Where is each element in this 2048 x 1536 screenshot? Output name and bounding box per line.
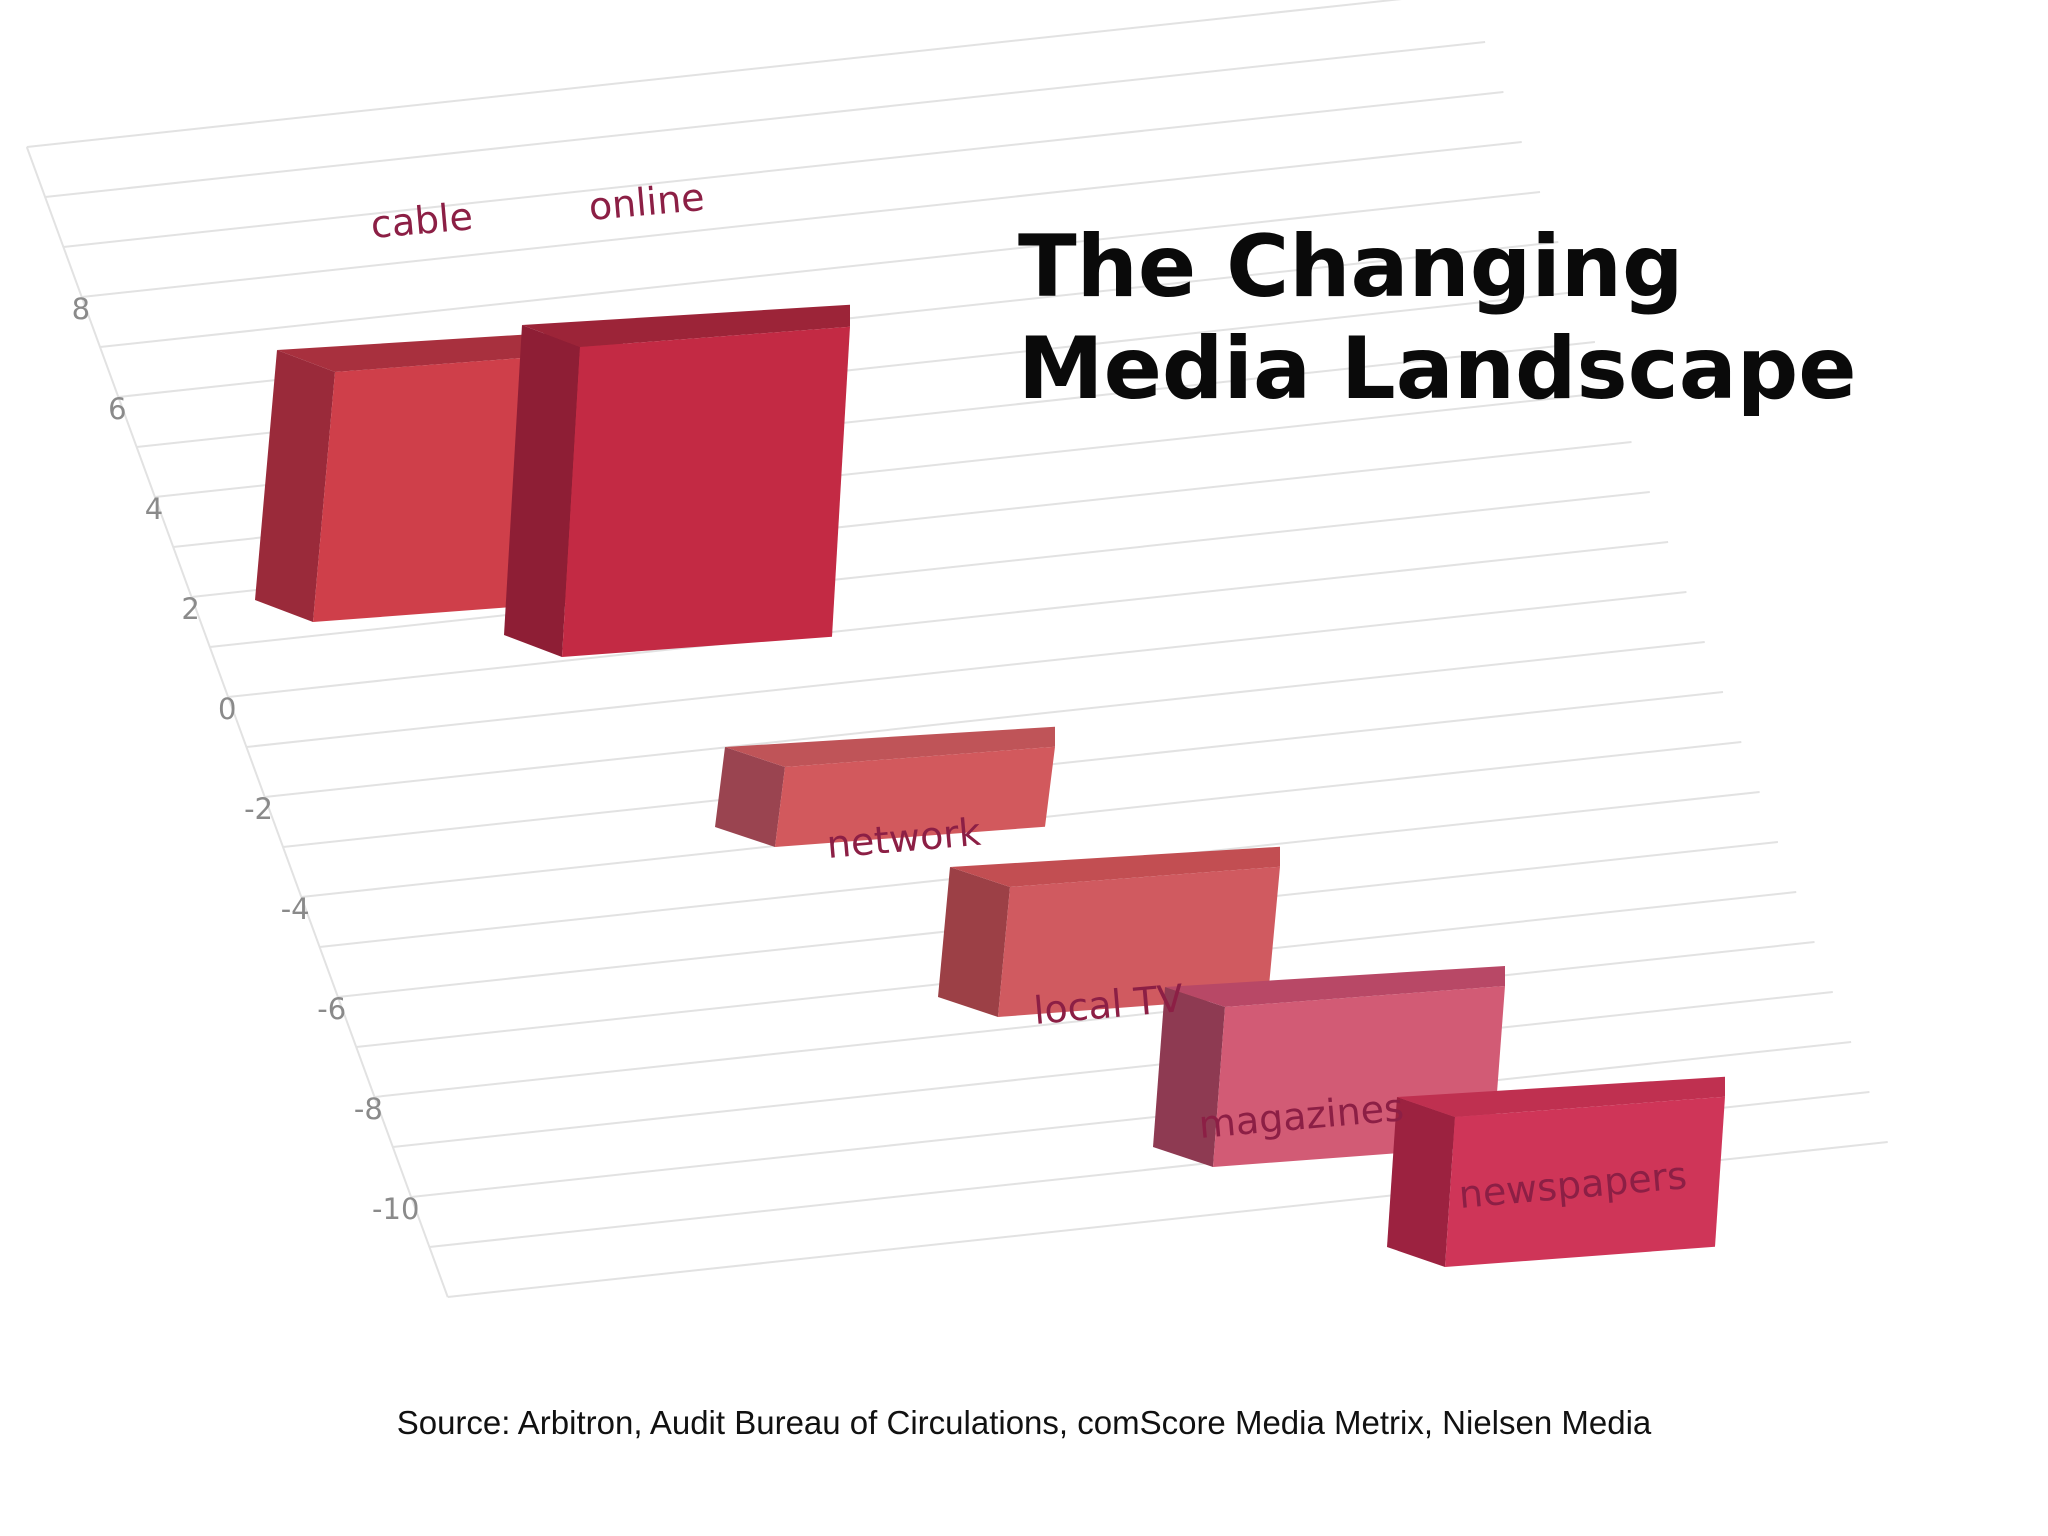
bar-side-face [255, 350, 335, 622]
gridline [26, 0, 1402, 148]
y-tick-label: 2 [181, 592, 199, 626]
bar-top-face [522, 304, 850, 347]
y-tick-label: -4 [281, 892, 310, 926]
gridline [63, 91, 1504, 248]
bar-layer [255, 304, 1725, 1267]
bar-online [504, 304, 850, 657]
gridline [228, 541, 1669, 698]
bar-side-face [504, 325, 580, 657]
source-note: Source: Arbitron, Audit Bureau of Circul… [396, 1404, 1652, 1441]
y-tick-label: -10 [372, 1192, 419, 1226]
bar-side-face [715, 747, 785, 847]
category-label: online [587, 175, 706, 229]
bar-top-face [725, 726, 1055, 767]
y-tick-label: 8 [72, 292, 90, 326]
gridline [264, 641, 1705, 798]
y-tick-label: 6 [108, 392, 126, 426]
bar-front-face [998, 866, 1280, 1017]
gridline [99, 191, 1541, 348]
gridline [374, 941, 1815, 1098]
title-line-2: Media Landscape [1018, 319, 1857, 419]
gridline [45, 41, 1486, 198]
bar-network [715, 726, 1055, 847]
bar-local-tv [938, 846, 1280, 1017]
y-axis-line [25, 146, 449, 1298]
y-tick-label: 4 [145, 492, 163, 526]
bar-front-face [1445, 1096, 1725, 1267]
gridline [209, 491, 1650, 648]
gridline [392, 991, 1833, 1148]
gridline [246, 591, 1687, 748]
bar-top-face [950, 846, 1280, 887]
chart-title: The Changing Media Landscape [1018, 217, 1857, 419]
y-tick-label: -8 [354, 1092, 383, 1126]
bar-side-face [1387, 1097, 1455, 1267]
bar-front-face [775, 746, 1055, 847]
bar-newspapers [1387, 1076, 1725, 1267]
gridline [411, 1041, 1852, 1198]
y-tick-label: -2 [244, 792, 273, 826]
y-tick-label: 0 [218, 692, 236, 726]
bar-front-face [562, 326, 850, 657]
y-axis-ticks: 8 6 4 2 0 -2 -4 -6 -8 -10 [72, 292, 420, 1226]
gridline [81, 141, 1522, 298]
bar-top-face [1165, 966, 1505, 1007]
title-line-1: The Changing [1018, 217, 1684, 317]
grid-layer [25, 0, 1888, 1298]
category-label: cable [369, 194, 475, 247]
bar-side-face [938, 867, 1010, 1017]
bar-side-face [1153, 987, 1225, 1167]
y-tick-label: -6 [317, 992, 346, 1026]
bar-top-face [1397, 1076, 1725, 1117]
